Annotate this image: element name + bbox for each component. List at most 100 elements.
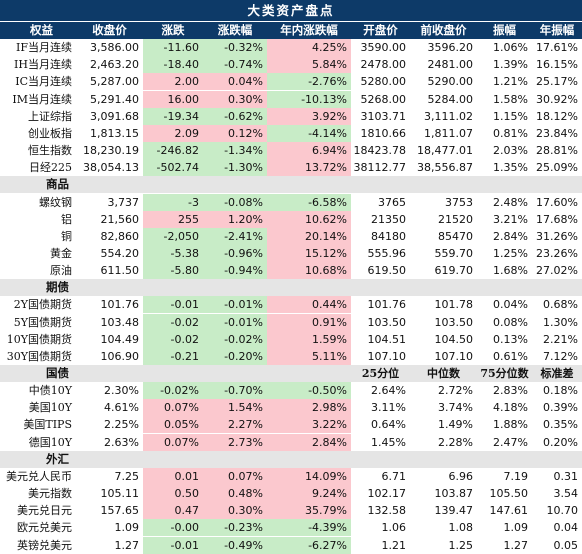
change-value: 0.07% <box>143 399 203 417</box>
close-value: 104.49 <box>100 332 140 346</box>
quantile-75-value: 2.47% <box>493 435 528 449</box>
change-pct-value: -0.02% <box>203 330 267 348</box>
std-dev-value: 3.54 <box>553 487 579 501</box>
ytd-change-value: 5.84% <box>267 56 351 74</box>
close-value: 1.27 <box>114 538 140 552</box>
change-pct-value: -0.20% <box>203 347 267 365</box>
change-pct-value: -0.49% <box>203 536 267 554</box>
bonds-row: 美国TIPS 2.25% 0.05% 2.27% 3.22% 0.64% 1.49% 1.88… <box>0 416 582 434</box>
annual-amplitude-value: 27.02% <box>536 264 578 278</box>
open-value: 3103.71 <box>360 109 407 123</box>
fx-row: 欧元兑美元 1.09 -0.00 -0.23% -4.39% 1.06 1.08 1.09 0.… <box>0 519 582 537</box>
close-value: 7.25 <box>114 469 140 483</box>
ytd-change-value: 13.72% <box>267 159 351 177</box>
row-name: 创业板指 <box>28 126 72 140</box>
change-pct-value: -1.30% <box>203 159 267 177</box>
row-name: 铝 <box>61 212 72 226</box>
std-dev-value: 0.05 <box>553 538 579 552</box>
row-name: IF当月连续 <box>16 41 72 55</box>
section-header: 期债 <box>0 279 582 297</box>
amplitude-value: 0.04% <box>493 298 528 312</box>
column-header: 开盘价 <box>351 22 410 39</box>
prev-close-value: 21520 <box>438 212 473 226</box>
close-value: 157.65 <box>100 504 140 518</box>
row-name: 30Y国债期货 <box>6 349 72 363</box>
row-name: 2Y国债期货 <box>13 298 72 312</box>
change-value: -5.38 <box>143 244 203 262</box>
quantile-25-value: 132.58 <box>367 504 407 518</box>
change-pct-value: 0.30% <box>203 502 267 520</box>
close-value: 2.25% <box>104 418 139 432</box>
column-header: 前收盘价 <box>410 22 477 39</box>
amplitude-value: 1.39% <box>493 58 528 72</box>
change-value: -19.34 <box>143 107 203 125</box>
amplitude-value: 1.21% <box>493 75 528 89</box>
commodities-row: 黄金 554.20 -5.38 -0.96% 15.12% 555.96 559.70 1.2… <box>0 244 582 262</box>
change-value: 0.05% <box>143 416 203 434</box>
open-value: 101.76 <box>367 298 407 312</box>
change-value: -0.02 <box>143 330 203 348</box>
change-value: 16.00 <box>143 90 203 108</box>
change-pct-value: -0.70% <box>203 382 267 400</box>
quantile-25-value: 6.71 <box>381 469 407 483</box>
ytd-change-value: 2.98% <box>267 399 351 417</box>
median-value: 103.87 <box>434 487 474 501</box>
change-value: -3 <box>143 193 203 211</box>
open-value: 3765 <box>378 195 406 209</box>
open-value: 3590.00 <box>360 41 407 55</box>
row-name: 原油 <box>50 264 72 278</box>
annual-amplitude-value: 23.84% <box>536 126 578 140</box>
bonds-row: 中债10Y 2.30% -0.02% -0.70% -0.50% 2.64% 2.72% 2.… <box>0 382 582 400</box>
quantile-75-value: 105.50 <box>489 487 529 501</box>
ytd-change-value: 0.44% <box>267 296 351 314</box>
quantile-25-value: 2.64% <box>371 384 406 398</box>
close-value: 101.76 <box>100 298 140 312</box>
open-value: 555.96 <box>367 246 407 260</box>
column-header: 年振幅 <box>532 22 582 39</box>
ytd-change-value: -4.39% <box>267 519 351 537</box>
close-value: 3,737 <box>107 195 140 209</box>
bonds-row: 美国10Y 4.61% 0.07% 1.54% 2.98% 3.11% 3.74% 4.18%… <box>0 399 582 417</box>
prev-close-value: 559.70 <box>434 246 474 260</box>
close-value: 611.50 <box>100 264 140 278</box>
commodities-row: 铜 82,860 -2,050 -2.41% 20.14% 84180 85470 2.84%… <box>0 227 582 245</box>
change-pct-value: 1.54% <box>203 399 267 417</box>
open-value: 5280.00 <box>360 75 407 89</box>
row-name: 上证综指 <box>28 109 72 123</box>
column-header: 收盘价 <box>76 22 143 39</box>
annual-amplitude-value: 31.26% <box>536 229 578 243</box>
change-pct-value: -2.41% <box>203 227 267 245</box>
prev-close-value: 619.70 <box>434 264 474 278</box>
change-value: -11.60 <box>143 39 203 57</box>
amplitude-value: 1.06% <box>493 41 528 55</box>
annual-amplitude-value: 1.30% <box>543 315 578 329</box>
ytd-change-value: 20.14% <box>267 227 351 245</box>
ytd-change-value: 10.62% <box>267 210 351 228</box>
row-name: IH当月连续 <box>14 58 72 72</box>
column-header: 权益 <box>0 22 76 39</box>
change-pct-value: 0.07% <box>203 467 267 485</box>
open-value: 2478.00 <box>360 58 407 72</box>
close-value: 21,560 <box>100 212 140 226</box>
row-name: 欧元兑美元 <box>17 521 72 535</box>
prev-close-value: 1,811.07 <box>424 126 473 140</box>
ytd-change-value: 35.79% <box>267 502 351 520</box>
prev-close-value: 3596.20 <box>427 41 474 55</box>
title-bar: 大类资产盘点 <box>0 0 582 21</box>
quantile-75-value: 147.61 <box>489 504 529 518</box>
equity-row: 恒生指数 18,230.19 -246.82 -1.34% 6.94% 18423.78 1… <box>0 142 582 160</box>
close-value: 38,054.13 <box>83 161 139 175</box>
change-pct-value: 0.04% <box>203 73 267 91</box>
annual-amplitude-value: 17.60% <box>536 195 578 209</box>
change-pct-value: -0.08% <box>203 193 267 211</box>
annual-amplitude-value: 0.68% <box>543 298 578 312</box>
open-value: 103.50 <box>367 315 407 329</box>
annual-amplitude-value: 17.68% <box>536 212 578 226</box>
annual-amplitude-value: 18.12% <box>536 109 578 123</box>
equity-row: IH当月连续 2,463.20 -18.40 -0.74% 5.84% 2478.00 24… <box>0 56 582 74</box>
change-pct-value: 0.48% <box>203 485 267 503</box>
change-value: 255 <box>143 210 203 228</box>
section-label: 期债 <box>46 280 69 295</box>
prev-close-value: 104.50 <box>434 332 474 346</box>
median-value: 2.28% <box>438 435 473 449</box>
